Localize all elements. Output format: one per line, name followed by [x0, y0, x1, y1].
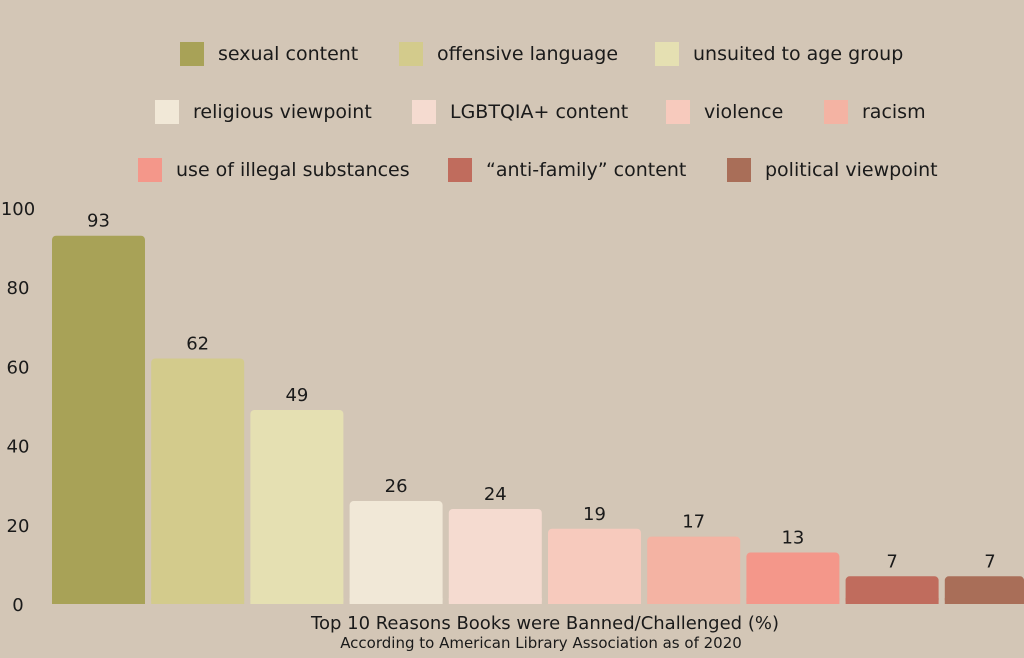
bar-value-label: 7 [984, 551, 995, 572]
bar-6 [548, 528, 641, 604]
bar-1 [52, 235, 145, 604]
bar-3-base [250, 598, 344, 604]
bar-value-label: 7 [886, 551, 897, 572]
legend-label: racism [862, 101, 926, 123]
y-axis: 0 20 40 60 80 100 [1, 199, 35, 616]
bar-5 [448, 508, 542, 604]
bar-value-label: 26 [385, 476, 408, 497]
bar-value-label: 13 [781, 528, 804, 549]
bar-2 [151, 358, 245, 604]
bar-4-base [349, 598, 443, 604]
bar-value-label: 49 [285, 385, 308, 406]
legend-label: LGBTQIA+ content [450, 101, 628, 123]
bar-7-base [647, 598, 741, 604]
y-tick-label: 0 [12, 595, 23, 616]
y-tick-label: 20 [7, 516, 30, 537]
legend-label: religious viewpoint [193, 101, 372, 123]
legend-swatch [655, 42, 679, 66]
value-labels: 93 62 49 26 24 19 17 13 7 7 [87, 211, 996, 573]
legend-label: use of illegal substances [176, 159, 410, 181]
legend: sexual content offensive language unsuited… [138, 42, 938, 182]
bar-1-base [52, 598, 145, 604]
legend-swatch [824, 100, 848, 124]
bar-6-base [548, 598, 641, 604]
legend-swatch [448, 158, 472, 182]
legend-label: “anti-family” content [486, 159, 686, 181]
chart-title: Top 10 Reasons Books were Banned/Challen… [310, 613, 779, 634]
legend-label: violence [704, 101, 783, 123]
bar-value-label: 17 [682, 512, 705, 533]
bar-value-label: 93 [87, 211, 110, 232]
bar-value-label: 19 [583, 504, 606, 525]
bar-10 [944, 576, 1024, 604]
legend-swatch [180, 42, 204, 66]
legend-label: unsuited to age group [693, 43, 903, 65]
legend-swatch [412, 100, 436, 124]
bar-2-base [151, 598, 245, 604]
chart-subtitle: According to American Library Associatio… [340, 634, 742, 652]
bar-10-base [944, 598, 1024, 604]
bar-3 [250, 409, 344, 604]
bar-4 [349, 501, 443, 604]
bar-value-label: 62 [186, 333, 209, 354]
bar-value-label: 24 [484, 484, 507, 505]
legend-swatch [138, 158, 162, 182]
y-tick-label: 100 [1, 199, 35, 220]
bar-7 [647, 536, 741, 604]
legend-label: offensive language [437, 43, 618, 65]
legend-swatch [155, 100, 179, 124]
bar-8-base [746, 598, 840, 604]
bar-5-base [448, 598, 542, 604]
bar-9 [845, 576, 939, 604]
bars [52, 235, 1024, 604]
bar-8 [746, 552, 840, 604]
legend-swatch [666, 100, 690, 124]
legend-swatch [399, 42, 423, 66]
legend-label: sexual content [218, 43, 358, 65]
y-tick-label: 40 [7, 437, 30, 458]
y-tick-label: 80 [7, 278, 30, 299]
legend-label: political viewpoint [765, 159, 938, 181]
y-tick-label: 60 [7, 357, 30, 378]
legend-swatch [727, 158, 751, 182]
bar-9-base [845, 598, 939, 604]
